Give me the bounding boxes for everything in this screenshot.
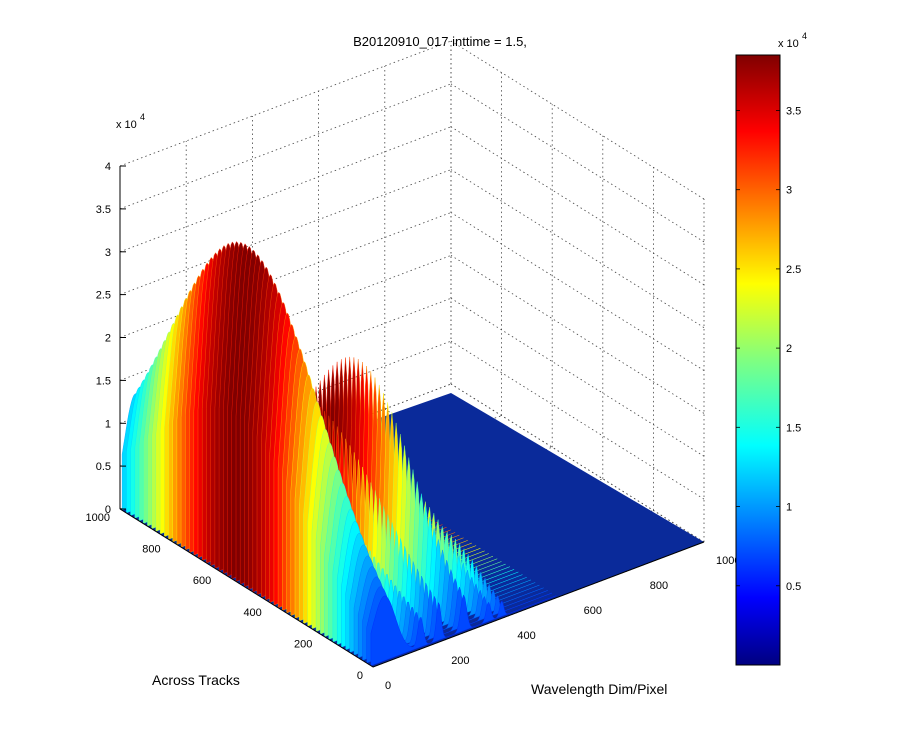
gridline-z [119,83,452,210]
x-tick-label: 400 [517,630,535,642]
colorbar-tick-label: 2 [786,343,792,355]
x-tick-label: 0 [385,680,391,692]
colorbar-ticks: 0.5 1 1.5 2 2.5 3 3.5 [736,106,801,593]
x-tick-label: 800 [650,580,668,592]
colorbar-tick-label: 3.5 [786,106,801,118]
colorbar: 0.5 1 1.5 2 2.5 3 3.5 x 10 4 [735,31,807,666]
gridline-z [450,212,705,371]
gridline-z [450,83,705,243]
z-exponent-label: 4 [140,112,145,122]
z-tick-label: 2 [105,333,111,345]
gridline-z [450,297,705,457]
axes-group: 00.511.522.533.5402004006008001000020040… [86,161,741,692]
surface-row [370,594,557,666]
y-tick-label: 800 [142,544,160,556]
z-tick-label: 1.5 [96,375,111,387]
y-axis-line [119,508,374,668]
gridline-z [450,169,705,328]
z-tick-label: 1 [105,418,111,430]
gridline-z [119,212,452,338]
y-tick-label: 200 [294,638,312,650]
colorbar-exponent-label: 4 [802,31,807,41]
y-tick-label: 600 [193,575,211,587]
colorbar-multiplier-label: x 10 [778,38,799,50]
x-tick-label: 600 [584,605,602,617]
z-tick-label: 2.5 [96,290,111,302]
gridline-z [450,340,705,500]
x-axis-label: Wavelength Dim/Pixel [531,681,667,697]
gridline-z [450,255,705,414]
colorbar-tick-label: 2.5 [786,264,801,276]
surface-group [121,241,557,666]
z-tick-label: 0.5 [96,461,111,473]
gridline-z [450,40,705,200]
y-tick-label: 0 [357,670,363,682]
gridline-z [119,40,452,167]
x-tick-label: 1000 [716,555,740,567]
x-axis-line [372,541,705,668]
y-tick-label: 1000 [86,512,110,524]
z-exponent: x 10 4 [116,112,145,131]
colorbar-tick-label: 0.5 [786,581,801,593]
z-tick-label: 0 [105,504,111,516]
z-multiplier-label: x 10 [116,119,137,131]
z-tick-label: 4 [105,161,111,173]
chart-title: B20120910_017 inttime = 1.5, [353,34,527,49]
x-tick-label: 200 [451,655,469,667]
colorbar-tick-label: 1 [786,502,792,514]
gridline-z [450,126,705,286]
colorbar-tick-label: 1.5 [786,422,801,434]
gridline-z [119,169,452,295]
z-tick-label: 3 [105,247,111,259]
z-tick-label: 3.5 [96,204,111,216]
colorbar-tick-label: 3 [786,185,792,197]
gridline-x [450,383,705,543]
colorbar-gradient [735,54,781,666]
y-tick-label: 400 [243,607,261,619]
y-axis-label: Across Tracks [152,672,240,688]
gridline-z [119,126,452,253]
